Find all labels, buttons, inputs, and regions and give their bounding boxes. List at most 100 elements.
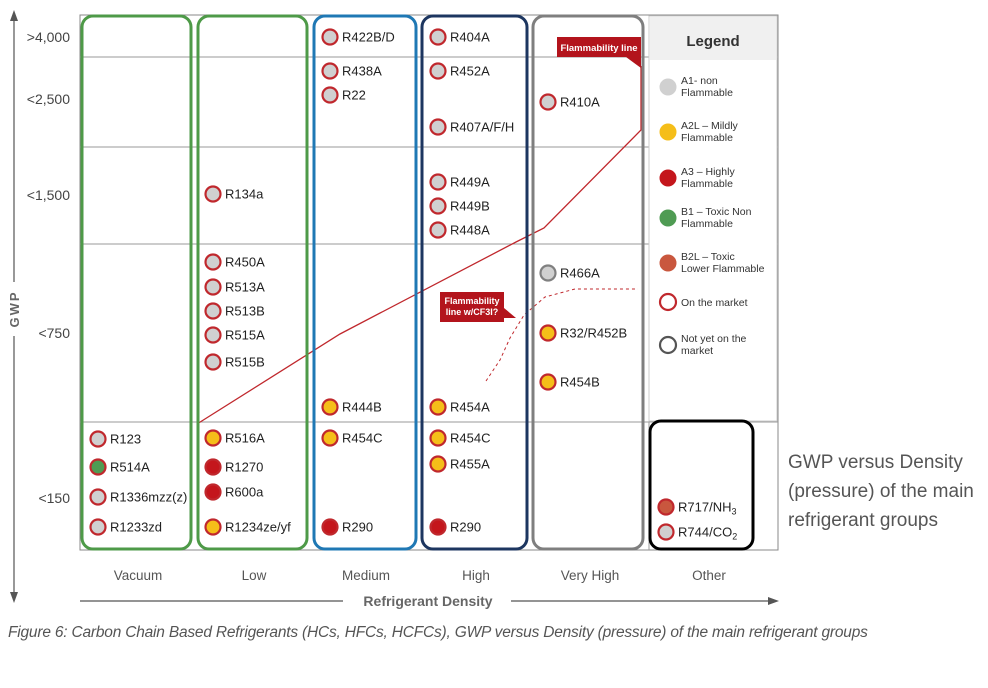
y-axis-arrow-top — [10, 10, 18, 21]
refrigerant-label: R454B — [560, 375, 600, 390]
legend-label: Not yet on the — [681, 333, 747, 345]
legend-label: A3 – Highly — [681, 166, 735, 178]
legend-label: Flammable — [681, 218, 733, 230]
refrigerant-marker: R515B — [204, 353, 265, 371]
legend-swatch — [659, 78, 677, 96]
refrigerant-subscript: 3 — [731, 507, 736, 517]
refrigerant-marker: R32/R452B — [539, 324, 627, 342]
refrigerant-name: R444B — [342, 400, 382, 415]
refrigerant-name: R452A — [450, 64, 490, 79]
refrigerant-label: R455A — [450, 457, 490, 472]
refrigerant-dot — [204, 518, 222, 536]
refrigerant-label: R32/R452B — [560, 326, 627, 341]
y-axis-label-bg — [6, 282, 22, 336]
refrigerant-label: R744/CO2 — [678, 525, 737, 542]
y-tick-label: <2,500 — [27, 91, 70, 107]
refrigerant-marker: R134a — [204, 185, 264, 203]
refrigerant-marker: R717/NH3 — [657, 498, 736, 517]
legend-header — [650, 17, 776, 60]
refrigerant-label: R134a — [225, 187, 264, 202]
refrigerant-label: R514A — [110, 460, 150, 475]
refrigerant-marker: R513B — [204, 302, 265, 320]
refrigerant-name: R422B/D — [342, 30, 395, 45]
refrigerant-label: R516A — [225, 431, 265, 446]
refrigerant-label: R422B/D — [342, 30, 395, 45]
refrigerant-marker: R513A — [204, 278, 265, 296]
refrigerant-name: R1233zd — [110, 520, 162, 535]
refrigerant-name: R515A — [225, 328, 265, 343]
refrigerant-dot — [204, 278, 222, 296]
refrigerant-name: R513A — [225, 280, 265, 295]
refrigerant-label: R717/NH3 — [678, 500, 736, 517]
refrigerant-label: R515B — [225, 355, 265, 370]
refrigerant-name: R1270 — [225, 460, 263, 475]
refrigerant-marker: R448A — [429, 221, 490, 239]
plot-frame — [79, 14, 779, 551]
refrigerant-marker: R444B — [321, 398, 382, 416]
axes: GWP >4,000 <2,500 <1,500 <750 <150 Refrigerant… — [6, 10, 779, 611]
x-axis-label: Refrigerant Density — [363, 593, 492, 609]
refrigerant-marker: R1270 — [204, 458, 263, 476]
legend-label: Flammable — [681, 132, 733, 144]
refrigerant-dot — [204, 302, 222, 320]
refrigerant-dot — [89, 518, 107, 536]
column-box-very-high — [531, 14, 645, 551]
y-tick-label: >4,000 — [27, 29, 70, 45]
x-tick-label: High — [462, 568, 490, 583]
refrigerant-dot — [204, 353, 222, 371]
refrigerant-label: R515A — [225, 328, 265, 343]
refrigerant-dot — [204, 326, 222, 344]
refrigerant-label: R513B — [225, 304, 265, 319]
refrigerant-name: R407A/F/H — [450, 120, 514, 135]
refrigerant-name: R134a — [225, 187, 264, 202]
refrigerant-marker: R123 — [89, 430, 141, 448]
refrigerant-label: R290 — [450, 520, 481, 535]
legend-label: B2L – Toxic — [681, 251, 735, 263]
refrigerant-name: R22 — [342, 88, 366, 103]
refrigerant-label: R454A — [450, 400, 490, 415]
legend-label: Flammable — [681, 178, 733, 190]
refrigerant-name: R600a — [225, 485, 264, 500]
refrigerant-label: R123 — [110, 432, 141, 447]
refrigerant-name: R449B — [450, 199, 490, 214]
legend-swatch — [659, 254, 677, 272]
refrigerant-marker: R515A — [204, 326, 265, 344]
refrigerant-label: R1233zd — [110, 520, 162, 535]
refrigerant-dot — [429, 429, 447, 447]
refrigerant-dot — [321, 62, 339, 80]
legend-swatch — [658, 292, 678, 312]
refrigerant-dot — [429, 62, 447, 80]
flammability-cf3i-badge — [440, 292, 504, 322]
refrigerant-label: R438A — [342, 64, 382, 79]
refrigerant-marker: R455A — [429, 455, 490, 473]
refrigerant-marker: R1336mzz(z) — [89, 488, 187, 506]
legend-label: Flammable — [681, 87, 733, 99]
refrigerant-label: R450A — [225, 255, 265, 270]
y-tick-label: <750 — [38, 325, 70, 341]
refrigerant-dot — [321, 28, 339, 46]
refrigerant-marker: R449B — [429, 197, 490, 215]
refrigerant-dot — [321, 429, 339, 447]
refrigerant-dot — [539, 324, 557, 342]
refrigerant-dot — [657, 498, 675, 516]
refrigerant-name: R290 — [450, 520, 481, 535]
refrigerant-name: R515B — [225, 355, 265, 370]
refrigerant-label: R1270 — [225, 460, 263, 475]
y-tick-label: <150 — [38, 490, 70, 506]
refrigerant-name: R516A — [225, 431, 265, 446]
refrigerant-dot — [204, 483, 222, 501]
refrigerant-name: R1336mzz(z) — [110, 490, 187, 505]
refrigerant-marker: R407A/F/H — [429, 118, 514, 136]
x-tick-label: Vacuum — [114, 568, 163, 583]
refrigerant-label: R466A — [560, 266, 600, 281]
refrigerant-marker: R449A — [429, 173, 490, 191]
refrigerant-name: R450A — [225, 255, 265, 270]
refrigerant-dot — [429, 197, 447, 215]
refrigerant-name: R514A — [110, 460, 150, 475]
refrigerant-dot — [429, 173, 447, 191]
refrigerant-dot — [657, 523, 675, 541]
refrigerant-marker: R454A — [429, 398, 490, 416]
density-column-boxes — [80, 14, 755, 551]
column-box-low — [196, 14, 309, 551]
